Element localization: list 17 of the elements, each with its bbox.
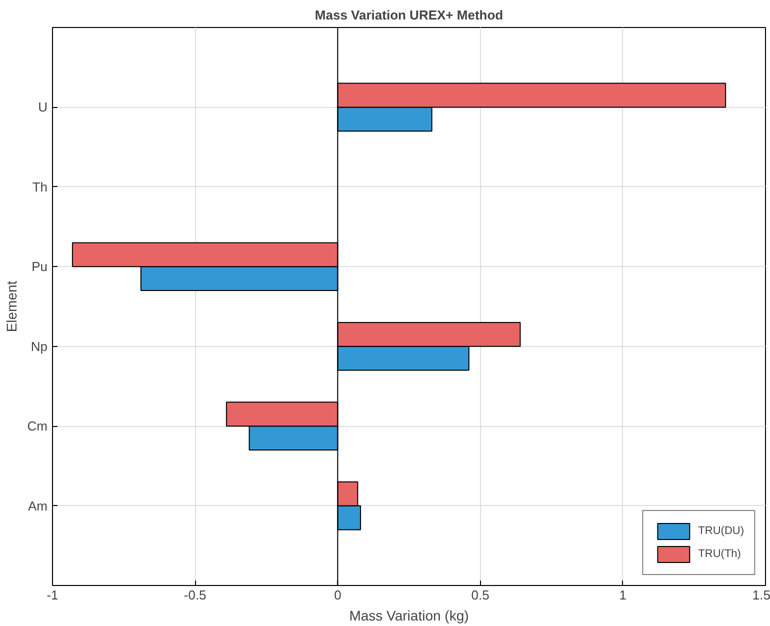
x-tick-label: 1.5 bbox=[752, 588, 770, 602]
y-tick-label: Cm bbox=[27, 418, 48, 434]
x-axis-title: Mass Variation (kg) bbox=[349, 608, 469, 624]
x-tick-label: 1 bbox=[619, 588, 627, 602]
x-tick-label: 0.5 bbox=[471, 588, 490, 602]
chart-title: Mass Variation UREX+ Method bbox=[314, 8, 504, 22]
y-tick-label: Am bbox=[28, 498, 48, 514]
x-tick-label: -0.5 bbox=[184, 588, 206, 602]
y-tick-label: Pu bbox=[32, 259, 48, 274]
legend-label: TRU(Th) bbox=[698, 548, 741, 560]
y-tick-label: Np bbox=[30, 338, 48, 354]
legend-label: TRU(DU) bbox=[698, 525, 744, 537]
y-axis-title: Element bbox=[3, 280, 20, 332]
x-tick-label: 0 bbox=[334, 588, 342, 602]
y-tick-label: Th bbox=[32, 179, 48, 194]
x-tick-label: -1 bbox=[46, 588, 58, 602]
y-tick-label: U bbox=[38, 100, 48, 115]
